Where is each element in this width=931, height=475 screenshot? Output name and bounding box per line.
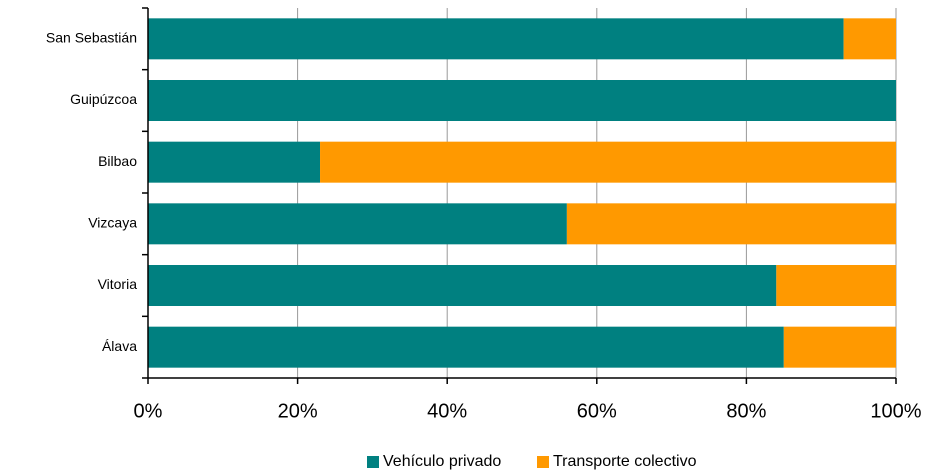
x-tick-label: 20% — [278, 400, 318, 422]
bar-segment — [148, 18, 844, 60]
bar-segment — [148, 203, 567, 245]
bar-segment — [148, 141, 321, 183]
bar-segment — [783, 326, 896, 368]
y-tick-label: Bilbao — [98, 153, 137, 169]
bar-segment — [843, 18, 896, 60]
legend-label: Transporte colectivo — [553, 453, 697, 470]
legend-swatch — [367, 456, 379, 468]
y-tick-label: San Sebastián — [46, 30, 137, 46]
bar-segment — [148, 265, 777, 306]
x-tick-label: 100% — [870, 400, 921, 422]
bar-segment — [320, 141, 896, 183]
legend-label: Vehículo privado — [383, 453, 501, 470]
x-tick-label: 40% — [427, 400, 467, 422]
y-tick-label: Guipúzcoa — [70, 91, 137, 107]
x-tick-label: 60% — [577, 400, 617, 422]
legend-swatch — [537, 456, 549, 468]
x-tick-label: 80% — [726, 400, 766, 422]
x-tick-label: 0% — [134, 400, 163, 422]
y-tick-label: Vitoria — [98, 276, 138, 292]
bar-segment — [566, 203, 896, 245]
bar-segment — [776, 265, 896, 306]
bar-segment — [148, 326, 784, 368]
y-tick-label: Vizcaya — [88, 215, 137, 231]
bar-segment — [148, 80, 896, 121]
y-tick-label: Álava — [102, 338, 137, 354]
